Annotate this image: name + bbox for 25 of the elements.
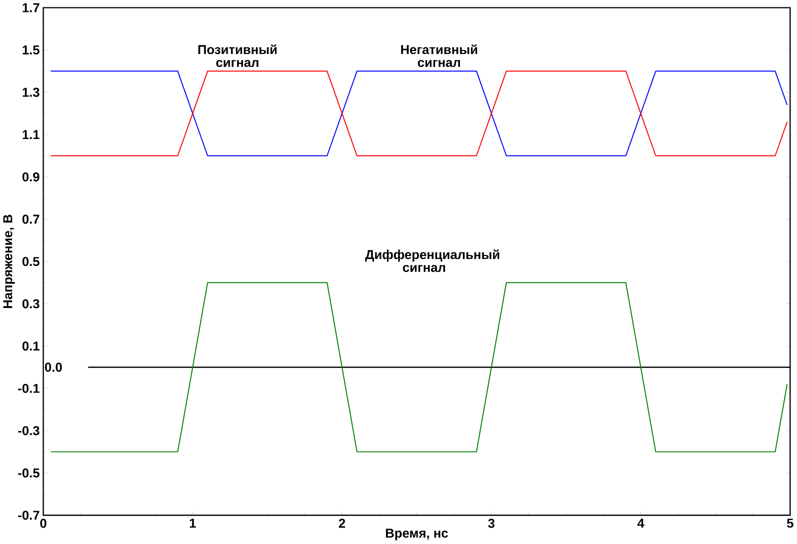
annotation: Позитивный сигнал [198, 44, 277, 68]
x-tick-label: 4 [637, 518, 644, 528]
x-tick-label: 3 [488, 518, 495, 528]
y-tick-label: 0.5 [22, 257, 40, 266]
annotation: Негативный сигнал [401, 44, 478, 68]
y-tick-label: -0.5 [18, 468, 40, 478]
y-tick-label: 1.1 [22, 130, 40, 140]
y-tick-label: -0.3 [18, 426, 40, 436]
y-axis-title: Напряжение, В [3, 214, 15, 308]
x-tick-label: 0 [40, 518, 46, 528]
y-tick-label: 1.3 [22, 88, 40, 98]
annotation: Дифференциальный сигнал [365, 250, 500, 272]
y-tick-label: 0.1 [22, 342, 40, 351]
y-tick-label: 1.5 [22, 46, 40, 55]
x-tick-label: 2 [338, 518, 346, 528]
x-tick-label: 1 [190, 518, 196, 528]
y-tick-label: 0.9 [22, 172, 40, 182]
ref-line-label: 0.0 [45, 362, 62, 372]
y-tick-label: 1.7 [22, 4, 40, 12]
y-tick-label: -0.7 [18, 510, 40, 520]
y-tick-label: 0.3 [22, 299, 40, 309]
x-axis-title: Время, нс [386, 528, 448, 540]
y-tick-label: 0.7 [22, 214, 40, 224]
y-tick-label: -0.1 [18, 384, 40, 394]
x-tick-label: 5 [786, 518, 794, 528]
